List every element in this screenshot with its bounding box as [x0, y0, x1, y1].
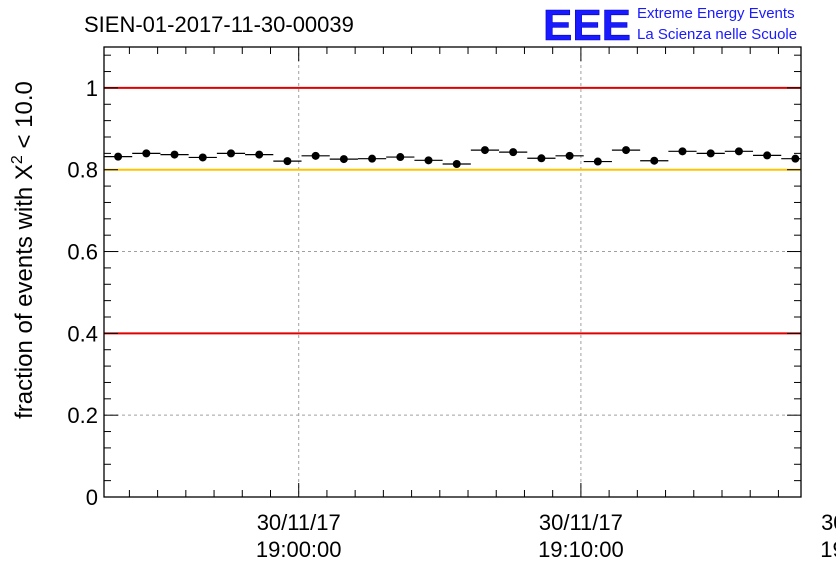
data-point: [245, 150, 274, 159]
point-marker: [791, 154, 800, 163]
point-marker: [537, 154, 546, 163]
point-marker: [396, 153, 405, 162]
data-point: [724, 147, 754, 156]
point-marker: [593, 157, 602, 166]
y-tick-label: 0: [86, 485, 98, 510]
data-point: [386, 153, 415, 162]
point-marker: [255, 150, 264, 159]
data-point: [160, 150, 189, 159]
point-marker: [424, 156, 433, 165]
point-marker: [368, 154, 377, 163]
data-point: [781, 154, 801, 163]
point-marker: [283, 157, 292, 166]
point-marker: [678, 147, 687, 156]
data-point: [499, 148, 528, 157]
x-tick-label-date: 30/11/17: [257, 510, 341, 535]
data-point: [357, 154, 387, 163]
data-point: [527, 154, 556, 163]
data-point: [329, 155, 358, 164]
point-marker: [622, 146, 631, 155]
data-point: [273, 157, 302, 166]
axes: 00.20.40.60.8130/11/1719:00:0030/11/1719…: [67, 46, 836, 562]
grid: [104, 47, 801, 497]
point-marker: [565, 151, 574, 160]
x-tick-label-date: 30/11/17: [821, 510, 836, 535]
point-marker: [480, 146, 489, 155]
eee-logo: EEE Extreme Energy Events La Scienza nel…: [543, 1, 797, 51]
y-axis-title-prefix: fraction of events with: [11, 180, 38, 419]
data-point: [640, 156, 669, 165]
data-point: [753, 151, 782, 160]
point-marker: [114, 152, 123, 161]
y-axis-title-chi: X: [11, 164, 38, 180]
y-axis-title-suffix: < 10.0: [11, 81, 38, 155]
data-point: [668, 147, 697, 156]
reference-lines: [104, 86, 801, 335]
point-marker: [311, 151, 320, 160]
data-point: [216, 149, 246, 158]
y-tick-label: 1: [86, 76, 98, 101]
plot-frame: [103, 46, 802, 498]
y-tick-label: 0.4: [67, 321, 98, 346]
point-marker: [452, 160, 461, 168]
data-point: [696, 149, 725, 158]
y-axis-title-sup: 2: [9, 155, 26, 164]
x-tick-label-date: 30/11/17: [539, 510, 623, 535]
data-point: [555, 151, 584, 160]
point-marker: [706, 149, 715, 158]
eee-logo-letters: EEE: [543, 1, 631, 50]
point-marker: [142, 149, 151, 158]
data-point: [470, 146, 500, 155]
point-marker: [650, 156, 659, 165]
data-point: [442, 160, 471, 168]
data-point: [188, 153, 217, 162]
y-tick-label: 0.6: [67, 240, 98, 265]
point-marker: [226, 149, 235, 158]
point-marker: [734, 147, 743, 156]
point-marker: [763, 151, 772, 160]
x-tick-label-time: 19:00:00: [256, 537, 342, 562]
data-point: [104, 152, 133, 161]
x-tick-label-time: 19:20:00: [820, 537, 836, 562]
data-point: [583, 157, 612, 166]
x-tick-label-time: 19:10:00: [538, 537, 624, 562]
run-title: SIEN-01-2017-11-30-00039: [84, 12, 354, 37]
point-marker: [509, 148, 518, 157]
point-marker: [339, 155, 348, 164]
point-marker: [198, 153, 207, 162]
eee-logo-line1: Extreme Energy Events: [637, 5, 795, 22]
data-point: [132, 149, 161, 158]
eee-logo-line2: La Scienza nelle Scuole: [637, 26, 797, 43]
point-marker: [170, 150, 179, 159]
data-points: [104, 146, 801, 168]
data-point: [301, 151, 330, 160]
y-axis-title: fraction of events with X2 < 10.0: [9, 81, 38, 419]
data-point: [414, 156, 443, 165]
y-tick-label: 0.2: [67, 403, 98, 428]
y-tick-label: 0.8: [67, 158, 98, 183]
data-point: [611, 146, 641, 155]
